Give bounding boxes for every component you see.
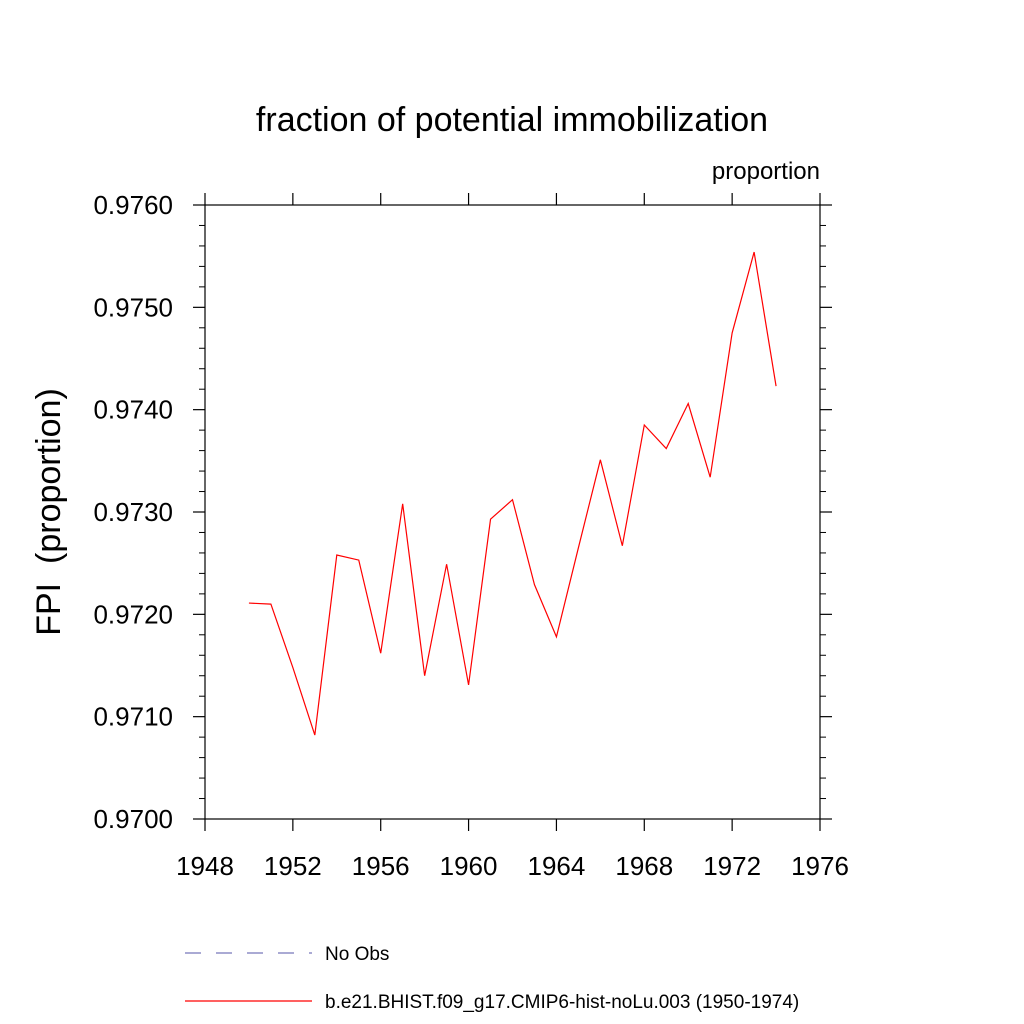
chart-title: fraction of potential immobilization [256,101,768,139]
x-tick-label: 1968 [615,851,673,881]
y-tick-label: 0.9750 [93,292,173,322]
y-tick-label: 0.9740 [93,395,173,425]
y-tick-label: 0.9710 [93,702,173,732]
y-axis-label: FPI (proportion) [30,388,68,636]
chart-units-label: proportion [712,158,820,185]
x-tick-label: 1972 [703,851,761,881]
y-tick-label: 0.9700 [93,804,173,834]
series-line [248,251,777,736]
series-layer [248,251,777,736]
legend-label: No Obs [325,944,389,965]
legend-label: b.e21.BHIST.f09_g17.CMIP6-hist-noLu.003 … [325,992,799,1013]
x-tick-label: 1964 [528,851,586,881]
y-tick-label: 0.9720 [93,599,173,629]
y-axis: 0.9700 0.9710 0.9720 0.9730 0.9740 0.9750 0.97… [93,190,832,834]
x-tick-label: 1960 [440,851,498,881]
y-tick-label: 0.9760 [93,190,173,220]
x-axis: 1948 1952 1956 1960 1964 1968 1972 1976 [176,193,849,881]
x-tick-label: 1952 [264,851,322,881]
x-tick-label: 1976 [791,851,849,881]
x-tick-label: 1956 [352,851,410,881]
plot-frame [204,204,821,820]
x-tick-label: 1948 [176,851,234,881]
legend: No Obs b.e21.BHIST.f09_g17.CMIP6-hist-noL… [185,944,799,1013]
y-tick-label: 0.9730 [93,497,173,527]
